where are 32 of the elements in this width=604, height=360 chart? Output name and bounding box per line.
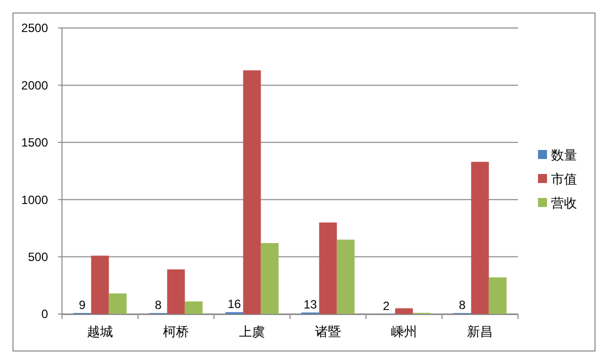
data-label: 9 [78, 298, 86, 312]
legend-label: 市值 [551, 172, 577, 187]
x-tick-label: 柯桥 [163, 324, 189, 339]
y-tick-label: 2000 [21, 78, 48, 92]
bar [395, 308, 413, 314]
bar [488, 277, 507, 314]
data-label: 8 [458, 298, 466, 312]
bar [91, 256, 109, 314]
y-tick-label: 1500 [21, 136, 48, 150]
bar [108, 293, 127, 314]
x-tick-label: 越城 [87, 324, 113, 339]
bar [336, 240, 355, 314]
y-tick-label: 0 [41, 307, 48, 322]
bar [260, 243, 279, 314]
data-label: 16 [228, 297, 242, 312]
y-tick-label: 2500 [21, 21, 48, 36]
x-tick-label: 新昌 [467, 324, 493, 339]
y-tick-label: 500 [28, 250, 48, 264]
legend-label: 数量 [551, 148, 577, 163]
legend-label: 营收 [551, 196, 577, 211]
y-tick-label: 1000 [21, 192, 48, 207]
data-label: 13 [304, 298, 318, 312]
x-tick-label: 上虞 [239, 324, 265, 339]
bar [319, 222, 337, 314]
bar [471, 162, 489, 314]
data-label: 8 [154, 298, 162, 312]
x-tick-label: 诸暨 [315, 324, 341, 339]
data-label: 2 [382, 298, 390, 313]
bar [167, 269, 185, 314]
x-tick-label: 嵊州 [391, 324, 417, 339]
bar [184, 301, 203, 314]
bar [243, 70, 261, 314]
